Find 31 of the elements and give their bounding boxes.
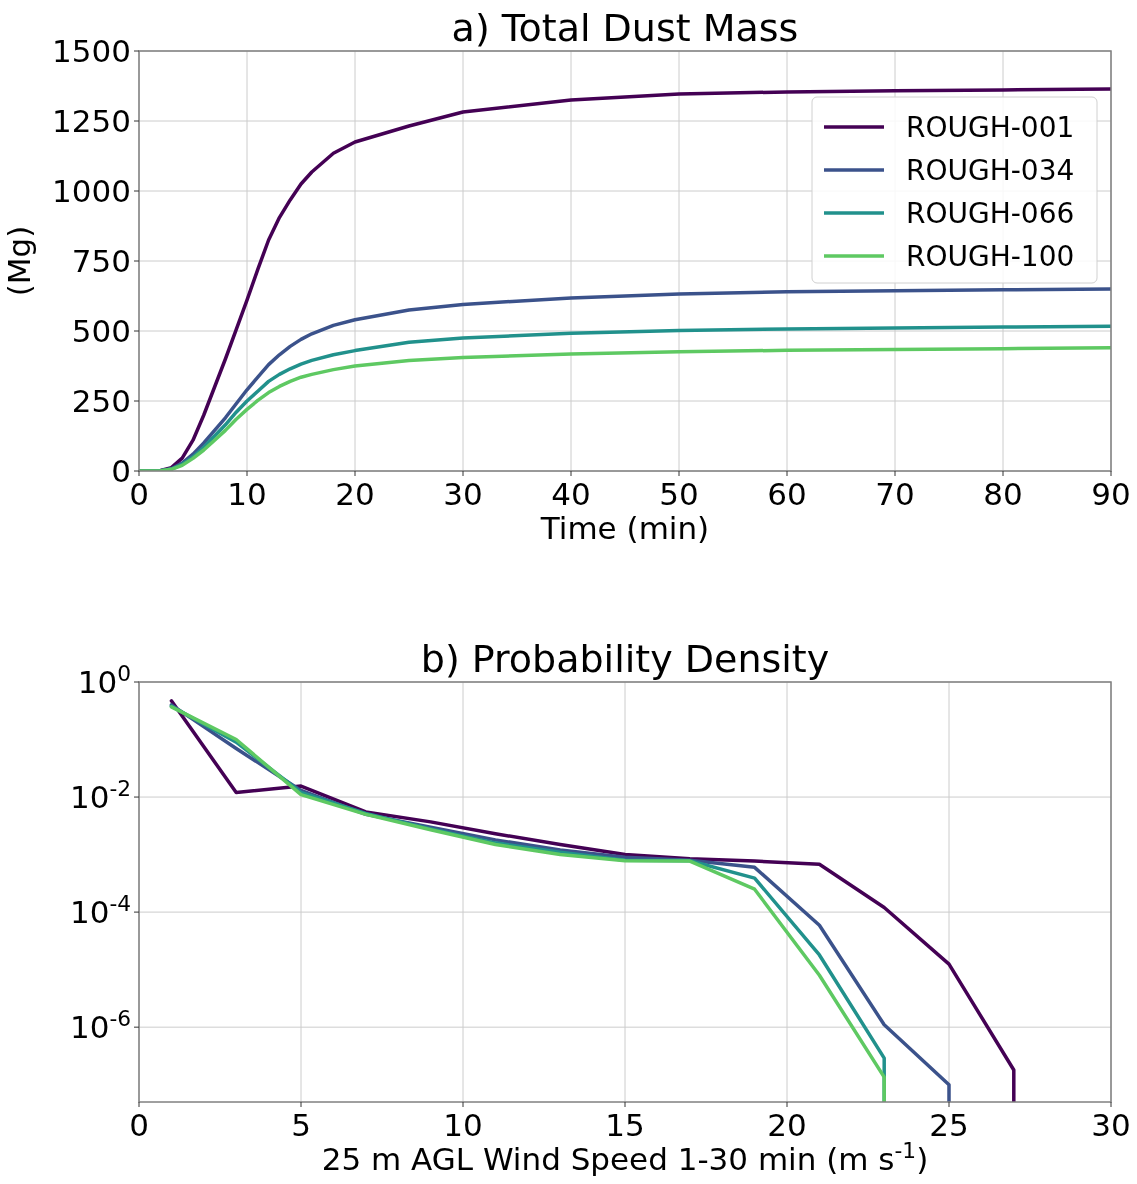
legend-label: ROUGH-001 [906, 111, 1075, 144]
x-tick-label: 20 [335, 476, 375, 512]
legend-label: ROUGH-034 [906, 154, 1075, 187]
x-tick-label: 30 [443, 476, 483, 512]
y-tick-label: 750 [71, 243, 131, 279]
y-tick-label: 500 [71, 313, 131, 349]
y-tick-label: 250 [71, 383, 131, 419]
y-tick-label: 10$^{0}$ [77, 660, 131, 700]
legend-label: ROUGH-066 [906, 197, 1075, 230]
x-tick-label: 5 [291, 1107, 311, 1143]
x-tick-label: 25 [929, 1107, 969, 1143]
y-tick-label: 10$^{-6}$ [69, 1005, 131, 1046]
y-tick-label: 10$^{-2}$ [69, 775, 131, 816]
chart-title: a) Total Dust Mass [451, 6, 799, 50]
x-tick-label: 90 [1091, 476, 1131, 512]
y-tick-label: 10$^{-4}$ [69, 890, 131, 931]
y-tick-label: 0 [111, 453, 131, 489]
y-tick-label: 1500 [52, 33, 131, 69]
y-axis-title: (Mg) [1, 225, 37, 297]
x-tick-label: 50 [659, 476, 699, 512]
x-tick-label: 60 [767, 476, 807, 512]
x-axis-title: Time (min) [539, 510, 710, 546]
x-tick-label: 80 [983, 476, 1023, 512]
x-tick-label: 30 [1091, 1107, 1131, 1143]
x-tick-label: 40 [551, 476, 591, 512]
x-tick-label: 10 [227, 476, 267, 512]
y-tick-label: 1000 [52, 173, 131, 209]
chart-title: b) Probability Density [420, 637, 830, 681]
legend-label: ROUGH-100 [906, 240, 1075, 273]
x-tick-label: 70 [875, 476, 915, 512]
y-tick-label: 1250 [52, 103, 131, 139]
